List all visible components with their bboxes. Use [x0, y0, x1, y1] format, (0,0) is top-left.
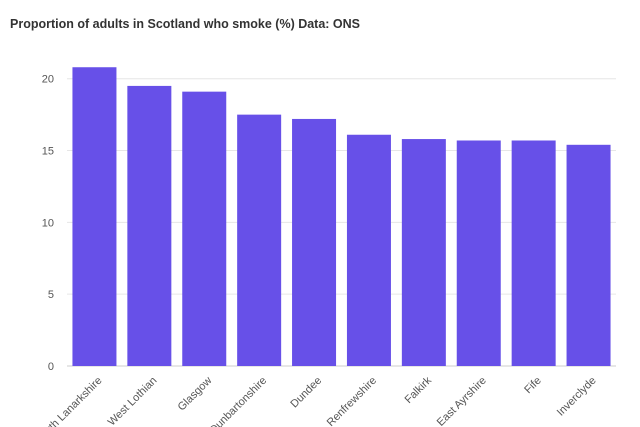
y-tick-label: 15: [42, 146, 54, 158]
x-tick-label: North Lanarkshire: [34, 375, 104, 427]
x-tick-label: West Lothian: [106, 375, 160, 427]
x-tick-label: Fife: [522, 375, 543, 396]
x-tick-label: Glasgow: [176, 375, 215, 414]
x-tick-label: Inverclyde: [555, 375, 599, 419]
x-tick-label: Dunbartonshire: [208, 375, 270, 427]
x-axis-ticks: North Lanarkshire West Lothian GlasgowDunb…: [34, 374, 598, 427]
y-tick-label: 10: [42, 217, 54, 229]
bar-inverclyde: [566, 144, 611, 366]
bars: [72, 67, 611, 367]
x-tick-label: Dundee: [288, 375, 324, 411]
x-tick-label: Falkirk: [403, 374, 435, 406]
bar-east-ayrshire: [456, 140, 501, 366]
y-tick-label: 20: [42, 74, 54, 86]
y-tick-label: 5: [48, 289, 54, 301]
chart-title: Proportion of adults in Scotland who smo…: [10, 17, 361, 31]
y-axis-ticks: 0 5 10 15 20: [42, 74, 54, 373]
bar-dunbartonshire: [237, 114, 282, 367]
bar-renfrewshire: [346, 134, 391, 366]
x-tick-label: East Ayrshire: [435, 375, 489, 427]
bar-west-lothian: [127, 85, 172, 366]
bar-dundee: [292, 118, 337, 366]
bar-glasgow: [182, 91, 227, 367]
x-tick-label: Renfrewshire: [325, 375, 379, 427]
bar-north-lanarkshire: [72, 67, 117, 367]
bar-fife: [511, 140, 556, 366]
y-tick-label: 0: [48, 361, 54, 373]
bar-falkirk: [401, 139, 446, 366]
